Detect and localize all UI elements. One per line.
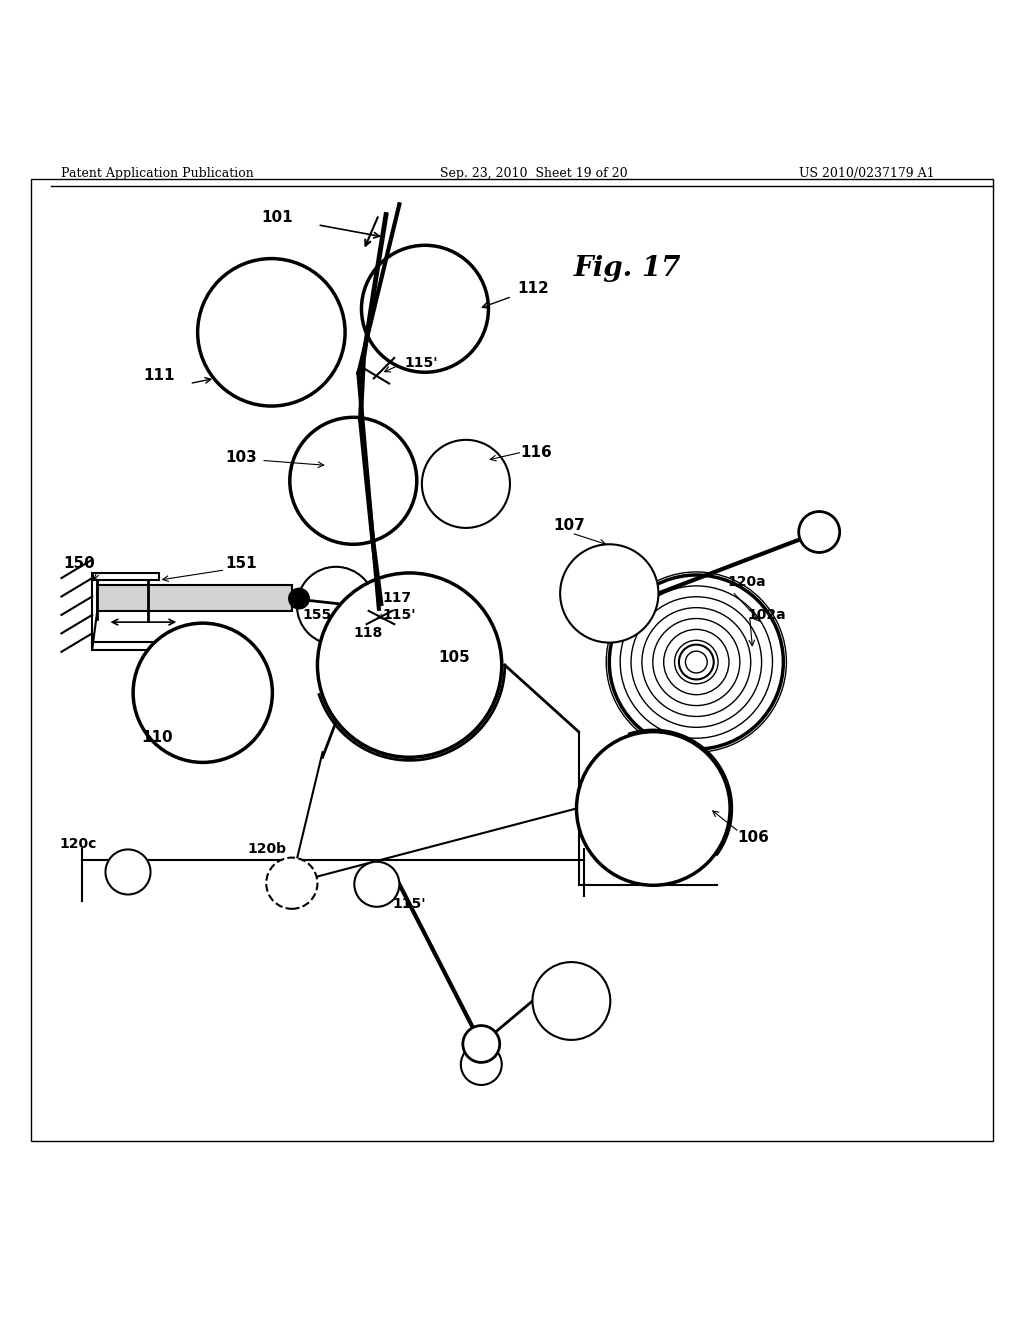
Circle shape (289, 589, 309, 609)
Circle shape (297, 566, 375, 644)
Text: 120a: 120a (727, 576, 766, 589)
Text: 120b: 120b (248, 842, 287, 855)
Text: 155: 155 (302, 609, 332, 622)
Text: US 2010/0237179 A1: US 2010/0237179 A1 (799, 166, 934, 180)
Text: 116: 116 (520, 445, 552, 461)
Text: 102a: 102a (748, 609, 786, 622)
Circle shape (198, 259, 345, 407)
Circle shape (361, 246, 488, 372)
Circle shape (354, 862, 399, 907)
Circle shape (560, 544, 658, 643)
Polygon shape (92, 573, 159, 579)
Text: 106: 106 (737, 830, 769, 845)
Text: 107: 107 (553, 517, 585, 533)
Circle shape (133, 623, 272, 763)
Circle shape (463, 1026, 500, 1063)
Circle shape (461, 1044, 502, 1085)
Text: 115': 115' (382, 609, 416, 622)
Text: Sep. 23, 2010  Sheet 19 of 20: Sep. 23, 2010 Sheet 19 of 20 (440, 166, 628, 180)
Circle shape (317, 573, 502, 758)
Text: 110: 110 (141, 730, 173, 744)
Circle shape (105, 850, 151, 895)
Circle shape (532, 962, 610, 1040)
Circle shape (577, 731, 730, 886)
Text: 151: 151 (225, 556, 257, 570)
Text: 103: 103 (225, 450, 257, 466)
Text: 101: 101 (261, 210, 293, 224)
Text: 117: 117 (382, 590, 411, 605)
Text: 105: 105 (438, 649, 470, 665)
Text: 120c: 120c (59, 837, 96, 851)
Circle shape (266, 858, 317, 909)
FancyBboxPatch shape (97, 585, 292, 611)
Text: 111: 111 (143, 368, 175, 383)
Text: Fig. 17: Fig. 17 (573, 255, 681, 282)
Text: Patent Application Publication: Patent Application Publication (61, 166, 254, 180)
Polygon shape (92, 642, 159, 649)
Text: 150: 150 (63, 556, 95, 570)
Circle shape (290, 417, 417, 544)
Text: 115': 115' (404, 356, 438, 370)
Circle shape (799, 512, 840, 553)
Text: 112: 112 (517, 281, 549, 297)
Text: 115': 115' (392, 896, 426, 911)
Circle shape (422, 440, 510, 528)
Text: 118: 118 (353, 627, 383, 640)
